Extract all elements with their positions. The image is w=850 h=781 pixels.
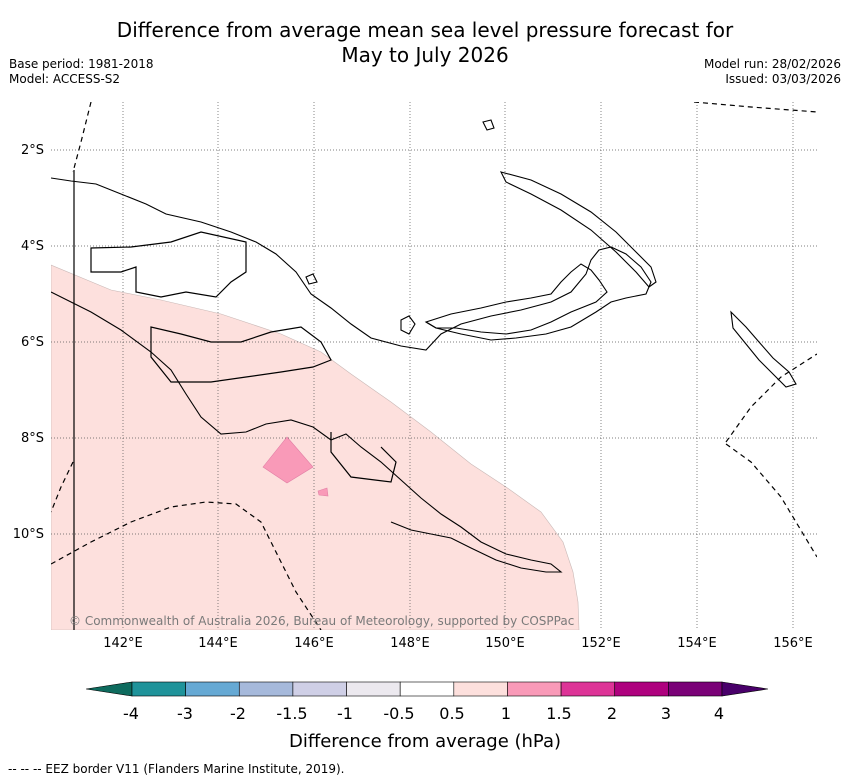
chart-title: Difference from average mean sea level p… bbox=[0, 18, 850, 68]
lon-label-152e: 152°E bbox=[581, 636, 621, 651]
left-metadata: Base period: 1981-2018 Model: ACCESS-S2 bbox=[9, 57, 154, 87]
colorbar-bin bbox=[292, 681, 347, 697]
colorbar-bin bbox=[238, 681, 294, 697]
lat-label-4s: 4°S bbox=[20, 239, 44, 254]
issued-date: Issued: 03/03/2026 bbox=[725, 72, 841, 86]
colorbar-bin bbox=[453, 681, 508, 697]
colorbar-tick: 0.5 bbox=[439, 704, 465, 723]
right-metadata: Model run: 28/02/2026 Issued: 03/03/2026 bbox=[704, 57, 841, 87]
lon-label-154e: 154°E bbox=[677, 636, 717, 651]
colorbar-extend-low bbox=[86, 681, 133, 697]
model-run: Model run: 28/02/2026 bbox=[703, 57, 841, 71]
lat-label-6s: 6°S bbox=[20, 335, 44, 350]
lon-label-144e: 144°E bbox=[198, 636, 238, 651]
colorbar-tick: 2 bbox=[606, 704, 618, 723]
colorbar-tick: 1.5 bbox=[546, 704, 572, 723]
graticule bbox=[51, 102, 817, 630]
borders bbox=[73, 170, 397, 630]
eez-footnote: -- -- -- EEZ border V11 (Flanders Marine… bbox=[8, 762, 345, 776]
title-line-2: May to July 2026 bbox=[341, 43, 509, 67]
lon-label-156e: 156°E bbox=[773, 636, 813, 651]
lon-label-142e: 142°E bbox=[103, 636, 143, 651]
lat-label-10s: 10°S bbox=[12, 527, 44, 542]
lon-label-146e: 146°E bbox=[294, 636, 334, 651]
colorbar-tick: -1.5 bbox=[276, 704, 308, 723]
colorbar-tick: 1 bbox=[500, 704, 512, 723]
lat-label-8s: 8°S bbox=[20, 431, 44, 446]
colorbar-tick: -0.5 bbox=[383, 704, 415, 723]
eez-borders bbox=[51, 102, 817, 630]
colorbar-bin bbox=[614, 681, 669, 697]
lat-label-2s: 2°S bbox=[20, 143, 44, 158]
colorbar-bin bbox=[399, 681, 455, 697]
copyright-notice: © Commonwealth of Australia 2026, Bureau… bbox=[69, 614, 575, 628]
lon-label-150e: 150°E bbox=[485, 636, 525, 651]
title-line-1: Difference from average mean sea level p… bbox=[116, 18, 734, 42]
base-period: Base period: 1981-2018 bbox=[9, 57, 154, 71]
colorbar-bin bbox=[131, 681, 186, 697]
colorbar-tick: 4 bbox=[713, 704, 725, 723]
colorbar-bin bbox=[507, 681, 562, 697]
model-name: Model: ACCESS-S2 bbox=[9, 72, 121, 86]
lon-label-148e: 148°E bbox=[390, 636, 430, 651]
colorbar-tick: -2 bbox=[230, 704, 246, 723]
colorbar-tick: -3 bbox=[177, 704, 193, 723]
colorbar-extend-high bbox=[721, 681, 768, 697]
colorbar-tick: -4 bbox=[123, 704, 139, 723]
colorbar-bin bbox=[668, 681, 723, 697]
colorbar-tick: -1 bbox=[337, 704, 353, 723]
colorbar bbox=[86, 681, 768, 697]
colorbar-title: Difference from average (hPa) bbox=[288, 731, 562, 752]
anomaly-area-light bbox=[51, 264, 580, 630]
colorbar-tick: 3 bbox=[660, 704, 672, 723]
anomaly-area-medium bbox=[262, 436, 314, 484]
map-canvas bbox=[51, 102, 817, 630]
colorbar-bin bbox=[346, 681, 401, 697]
colorbar-bin bbox=[185, 681, 240, 697]
coastlines bbox=[51, 119, 797, 573]
anomaly-area-small bbox=[317, 487, 329, 497]
map-panel bbox=[51, 102, 817, 630]
colorbar-bin bbox=[560, 681, 616, 697]
